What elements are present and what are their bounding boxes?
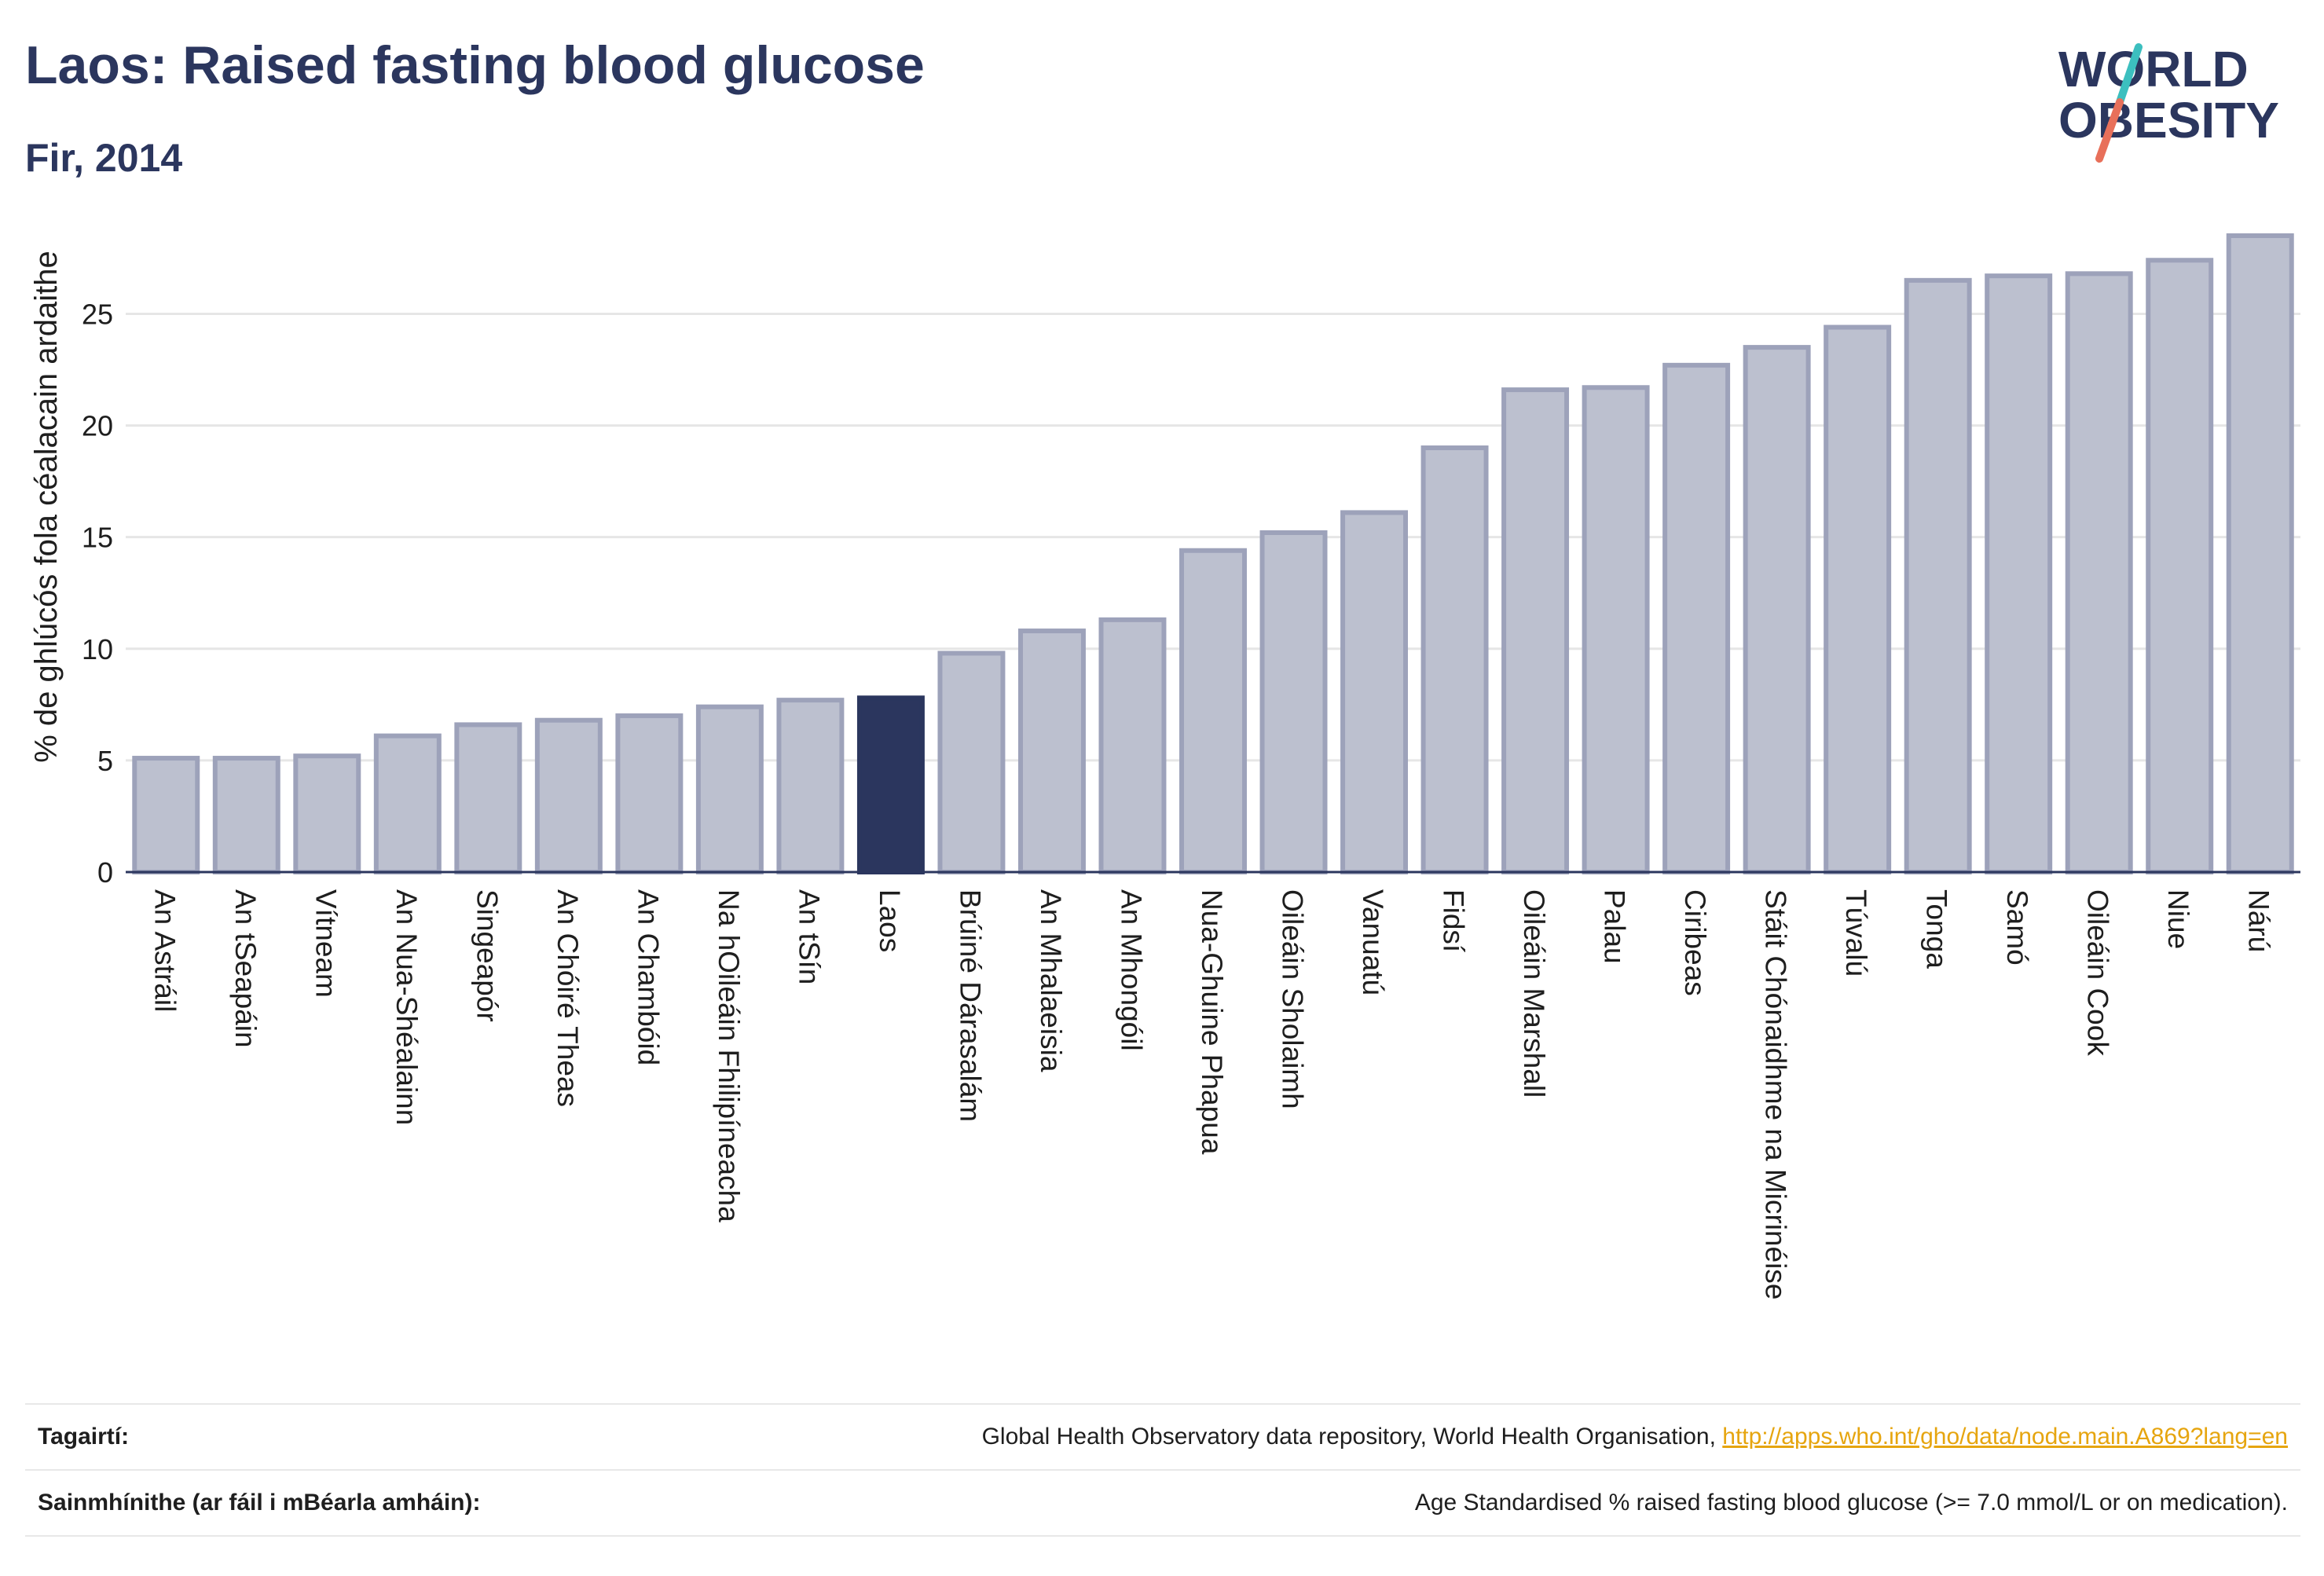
bar[interactable]	[695, 704, 764, 874]
x-tick-label: An Chóiré Theas	[552, 889, 584, 1107]
bar[interactable]	[293, 753, 361, 874]
bar[interactable]	[1743, 345, 1811, 874]
definitions-label: Sainmhínithe (ar fáil i mBéarla amháin):	[38, 1490, 481, 1516]
bars	[132, 233, 2294, 875]
y-tick-label: 20	[82, 410, 113, 442]
bar[interactable]	[1017, 629, 1086, 874]
references-row: Tagairtí: Global Health Observatory data…	[25, 1403, 2300, 1469]
logo-word-obesity: OBESITY	[2058, 92, 2279, 148]
bar[interactable]	[373, 733, 442, 875]
bar[interactable]	[2226, 233, 2294, 874]
bar[interactable]	[1098, 617, 1167, 874]
x-tick-label: Na hOileáin Fhilipíneacha	[713, 889, 745, 1222]
x-tick-label: Oileáin Sholaimh	[1277, 889, 1309, 1109]
y-tick-labels: 0 5 10 15 20 25	[82, 298, 113, 889]
chart-subtitle: Fir, 2014	[25, 136, 183, 180]
references-table: Tagairtí: Global Health Observatory data…	[25, 1403, 2300, 1537]
bar[interactable]	[1985, 273, 2053, 874]
x-tick-label: Tonga	[1921, 889, 1953, 969]
x-tick-label: Nárú	[2243, 889, 2275, 952]
x-tick-label: Nua-Ghuine Phapua	[1196, 889, 1228, 1155]
bar[interactable]	[1904, 277, 1972, 874]
definitions-row: Sainmhínithe (ar fáil i mBéarla amháin):…	[25, 1469, 2300, 1537]
y-axis-label: % de ghlúcós fola céalacain ardaithe	[29, 251, 64, 763]
logo-slash-coral	[2095, 98, 2124, 163]
bar[interactable]	[534, 717, 603, 874]
x-tick-label: Vanuatú	[1357, 889, 1389, 995]
bar[interactable]	[1662, 362, 1731, 874]
bar[interactable]	[2065, 271, 2133, 874]
bar[interactable]	[1259, 530, 1328, 874]
x-tick-label: Samó	[2001, 889, 2033, 966]
bar[interactable]	[132, 756, 200, 874]
x-tick-label: Fidsí	[1438, 889, 1470, 953]
x-tick-label: Vítneam	[310, 889, 342, 998]
x-tick-label: An tSín	[793, 889, 825, 984]
y-tick-label: 0	[97, 856, 113, 889]
references-label: Tagairtí:	[38, 1424, 130, 1450]
bar[interactable]	[2146, 258, 2214, 874]
x-tick-label: Brúiné Dárasalám	[954, 889, 986, 1122]
x-tick-label: Ciribeas	[1679, 889, 1711, 996]
y-tick-label: 25	[82, 298, 113, 330]
x-tick-label: An tSeapáin	[229, 889, 262, 1048]
y-tick-label: 5	[97, 745, 113, 777]
bar[interactable]	[776, 698, 845, 874]
x-tick-label: An Chambóid	[632, 889, 664, 1065]
references-value: Global Health Observatory data repositor…	[982, 1424, 2300, 1450]
x-tick-label: An Astráil	[148, 889, 181, 1012]
who-source-link[interactable]: http://apps.who.int/gho/data/node.main.A…	[1722, 1424, 2288, 1450]
x-tick-label: An Nua-Shéalainn	[390, 889, 423, 1125]
x-tick-labels: An Astráil An tSeapáin Vítneam An Nua-Shéal…	[148, 889, 2275, 1299]
bar[interactable]	[1420, 445, 1489, 874]
world-obesity-logo: WORLD OBESITY	[2058, 41, 2279, 163]
bar[interactable]	[1179, 548, 1247, 874]
bar[interactable]	[1824, 324, 1892, 874]
bar[interactable]	[1340, 510, 1409, 875]
x-tick-label: An Mhalaeisia	[1035, 889, 1067, 1072]
bar[interactable]	[1501, 387, 1570, 874]
chart-title: Laos: Raised fasting blood glucose	[25, 35, 925, 95]
x-tick-label: Niue	[2162, 889, 2194, 949]
logo-word-world: WORLD	[2058, 41, 2249, 97]
x-tick-label: Laos	[874, 889, 906, 952]
x-tick-label: Oileáin Marshall	[1518, 889, 1550, 1098]
bar[interactable]	[615, 713, 684, 874]
x-tick-label: Túvalú	[1840, 889, 1872, 977]
x-tick-label: Palau	[1599, 889, 1631, 964]
x-tick-label: An Mhongóil	[1115, 889, 1147, 1051]
x-tick-label: Oileáin Cook	[2082, 889, 2114, 1056]
definitions-value: Age Standardised % raised fasting blood …	[1414, 1490, 2288, 1516]
bar[interactable]	[454, 722, 522, 875]
y-tick-label: 10	[82, 633, 113, 665]
bar[interactable]	[212, 756, 280, 874]
y-tick-label: 15	[82, 522, 113, 554]
x-tick-label: Stáit Chónaidhme na Micrinéise	[1760, 889, 1792, 1299]
bar[interactable]	[1582, 385, 1650, 874]
bar[interactable]	[937, 651, 1006, 874]
logo-slash-teal	[2116, 43, 2143, 106]
references-text: Global Health Observatory data repositor…	[981, 1424, 1723, 1450]
bar-highlight[interactable]	[856, 695, 925, 874]
x-tick-label: Singeapór	[471, 889, 503, 1022]
